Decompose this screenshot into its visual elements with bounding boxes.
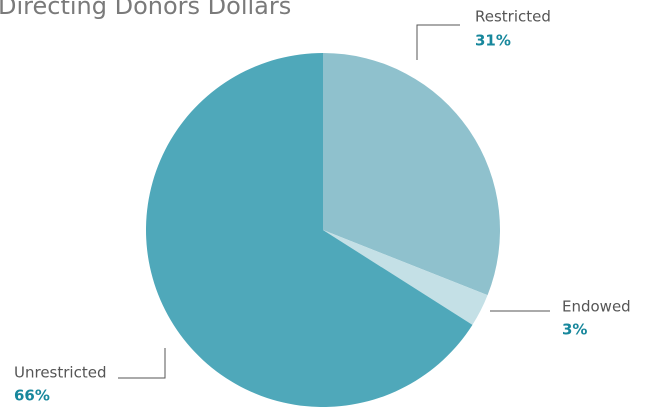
slice-label: Endowed [562, 298, 631, 316]
slice-label: Restricted [475, 8, 551, 26]
slice-value-label: 66% [14, 387, 50, 405]
pie-slice [323, 53, 500, 296]
slice-value-label: 3% [562, 321, 587, 339]
leader-line [416, 24, 460, 60]
chart-title: Directing Donors Dollars [0, 0, 291, 20]
leader-line [118, 348, 166, 379]
slice-label: Unrestricted [14, 364, 106, 382]
pie-slice [145, 53, 473, 408]
pie-slice [323, 230, 488, 325]
slice-value-label: 31% [475, 32, 511, 50]
